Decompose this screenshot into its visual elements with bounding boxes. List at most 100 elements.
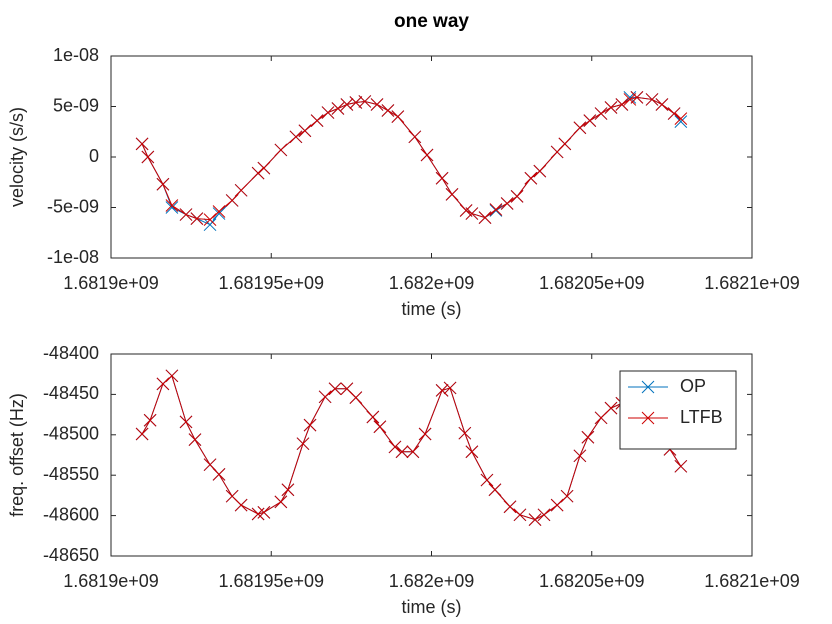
marker xyxy=(674,115,688,129)
chart-title: one way xyxy=(394,11,469,32)
x-tick-label: 1.6819e+09 xyxy=(63,273,159,293)
marker xyxy=(480,473,494,487)
marker xyxy=(645,93,659,106)
marker xyxy=(358,95,372,108)
marker xyxy=(558,137,572,151)
marker xyxy=(408,130,422,144)
y-tick-label: -1e-08 xyxy=(47,247,99,267)
legend-label: LTFB xyxy=(680,407,723,427)
marker xyxy=(212,205,226,218)
x-tick-label: 1.68205e+09 xyxy=(539,571,645,591)
marker xyxy=(513,508,527,522)
marker xyxy=(212,468,226,481)
marker xyxy=(225,194,239,207)
marker xyxy=(190,212,204,225)
marker xyxy=(179,208,193,221)
x-tick-label: 1.68195e+09 xyxy=(218,571,324,591)
marker xyxy=(503,500,517,514)
marker xyxy=(500,197,514,210)
marker xyxy=(156,177,170,191)
marker xyxy=(165,369,179,383)
marker xyxy=(604,101,618,114)
marker xyxy=(156,377,170,391)
marker xyxy=(274,143,288,157)
y-tick-label: -48650 xyxy=(43,545,99,565)
marker xyxy=(465,445,479,459)
marker xyxy=(420,148,434,162)
x-tick-label: 1.682e+09 xyxy=(389,273,475,293)
marker xyxy=(560,489,574,503)
marker xyxy=(594,107,608,120)
marker xyxy=(203,218,217,232)
marker xyxy=(366,410,380,424)
marker xyxy=(135,137,149,151)
plot-area xyxy=(111,56,752,258)
marker xyxy=(581,430,595,444)
marker xyxy=(165,201,179,214)
marker xyxy=(395,445,409,459)
marker xyxy=(328,382,342,396)
axes-frame xyxy=(110,353,753,557)
marker xyxy=(289,130,303,144)
marker xyxy=(524,171,538,185)
marker xyxy=(388,440,402,454)
marker xyxy=(370,98,384,111)
marker xyxy=(528,513,542,526)
marker xyxy=(274,495,288,509)
marker xyxy=(212,207,226,220)
marker xyxy=(349,391,363,404)
marker xyxy=(340,98,354,111)
marker xyxy=(165,199,179,212)
x-tick-label: 1.68195e+09 xyxy=(218,273,324,293)
marker xyxy=(381,104,395,117)
marker xyxy=(465,207,479,220)
marker xyxy=(655,98,669,111)
marker xyxy=(179,415,193,429)
marker xyxy=(489,203,503,216)
x-tick-label: 1.6821e+09 xyxy=(704,571,800,591)
marker xyxy=(141,150,155,164)
legend-marker xyxy=(641,411,655,425)
x-axis-label: time (s) xyxy=(402,299,462,319)
marker xyxy=(203,213,217,226)
y-tick-label: 5e-09 xyxy=(53,95,99,115)
marker xyxy=(667,107,681,120)
y-tick-label: -48400 xyxy=(43,343,99,363)
marker xyxy=(310,114,324,127)
marker xyxy=(303,418,317,432)
marker xyxy=(391,110,405,123)
marker xyxy=(573,449,587,463)
series-line xyxy=(141,374,682,521)
marker xyxy=(533,164,547,178)
marker xyxy=(674,459,688,473)
marker xyxy=(234,498,248,512)
y-tick-label: -48550 xyxy=(43,464,99,484)
marker xyxy=(510,190,524,203)
marker xyxy=(583,114,597,127)
y-axis-label: freq. offset (Hz) xyxy=(7,393,27,517)
y-tick-label: -48500 xyxy=(43,424,99,444)
x-tick-label: 1.682e+09 xyxy=(389,571,475,591)
marker xyxy=(435,171,449,185)
x-tick-label: 1.6821e+09 xyxy=(704,273,800,293)
x-tick-label: 1.6819e+09 xyxy=(63,571,159,591)
legend-marker xyxy=(641,380,655,394)
marker xyxy=(573,121,587,135)
marker xyxy=(251,166,265,180)
marker xyxy=(234,183,248,197)
marker xyxy=(615,98,629,111)
marker xyxy=(623,93,637,106)
marker xyxy=(674,112,688,125)
marker xyxy=(604,401,618,415)
marker xyxy=(459,204,473,217)
marker xyxy=(406,445,420,459)
subplot: 1.6819e+09 1.68195e+09 1.682e+09 1.68205e+0… xyxy=(7,343,800,617)
marker xyxy=(445,188,459,201)
marker xyxy=(435,384,449,397)
marker xyxy=(331,102,345,115)
marker xyxy=(318,390,332,404)
marker xyxy=(298,124,312,138)
marker xyxy=(630,91,644,104)
legend-label: OP xyxy=(680,376,706,396)
